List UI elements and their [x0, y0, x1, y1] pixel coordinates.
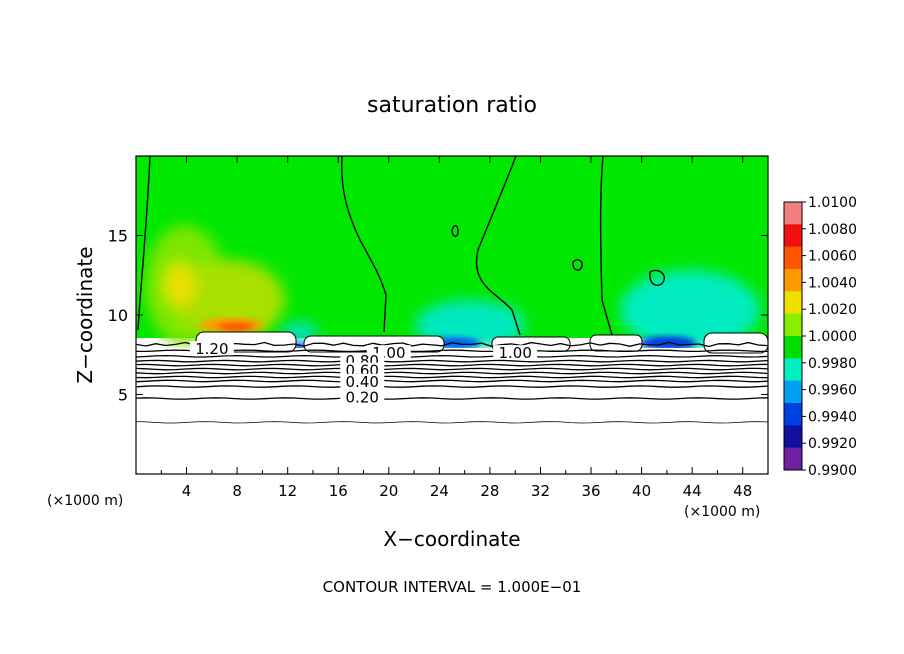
colorbar-swatch — [784, 425, 802, 449]
contour-label-bg — [340, 362, 385, 377]
colorbar-swatch — [784, 224, 802, 248]
x-tick-label: 28 — [480, 482, 499, 500]
x-unit-label: (×1000 m) — [684, 504, 760, 520]
contour-label-bg — [493, 345, 538, 360]
contour-label: 1.20 — [195, 340, 228, 358]
y-tick-label: 15 — [108, 227, 128, 246]
colorbar-swatch — [784, 358, 802, 382]
contour-line — [136, 354, 768, 358]
colorbar-swatch — [784, 291, 802, 315]
colorbar-swatch — [784, 313, 802, 337]
contour-line — [136, 341, 768, 348]
contour-label: 1.00 — [498, 344, 531, 362]
colorbar-swatch — [784, 447, 802, 471]
chart-title: saturation ratio — [367, 93, 537, 118]
x-axis-label: X−coordinate — [383, 527, 520, 551]
colorbar-label: 1.0020 — [808, 302, 857, 318]
colorbar-label: 0.9940 — [808, 409, 857, 425]
contour-label-bg — [340, 389, 385, 404]
x-tick-label: 48 — [733, 482, 752, 500]
contour-line — [136, 375, 768, 379]
colorbar-swatch — [784, 246, 802, 270]
colorbar-swatch — [784, 269, 802, 292]
warm-anomaly-region — [145, 225, 285, 345]
colorbar-swatch — [784, 336, 802, 359]
y-tick-label: 10 — [108, 306, 128, 325]
contour-line — [136, 363, 768, 367]
saturation-boundary-contours — [137, 156, 665, 336]
saturation-contour-lines — [136, 341, 768, 424]
contour-label-bg — [340, 373, 385, 388]
colorbar-swatch — [784, 380, 802, 404]
colorbar-swatch — [784, 202, 802, 225]
colorbar-label: 1.0100 — [808, 195, 857, 211]
contour-label-bg — [189, 341, 234, 356]
colorbar-label: 0.9900 — [808, 463, 857, 479]
x-tick-label: 44 — [683, 482, 702, 500]
contour-line — [136, 371, 768, 375]
contour-interval-note: CONTOUR INTERVAL = 1.000E−01 — [323, 578, 582, 596]
contour-line — [136, 397, 768, 400]
contour-line — [136, 359, 768, 363]
colorbar-label: 0.9960 — [808, 383, 857, 399]
contour-line — [136, 421, 768, 424]
colorbar: 1.0100 1.0080 1.0060 1.0040 1.0020 1.0000 0.99… — [783, 195, 857, 479]
colorbar-label: 1.0000 — [808, 329, 857, 345]
contour-label: 0.20 — [346, 389, 379, 407]
contour-labels: 1.20 1.00 1.000.800.600.400.20 — [189, 340, 538, 407]
colorbar-label: 1.0040 — [808, 275, 857, 291]
y-axis-label: Z−coordinate — [73, 246, 97, 383]
x-tick-label: 12 — [278, 482, 297, 500]
saturation-field — [136, 156, 768, 474]
colorbar-label: 0.9980 — [808, 356, 857, 372]
colorbar-swatch — [784, 403, 802, 426]
x-tick-label: 16 — [329, 482, 348, 500]
x-tick-label: 20 — [379, 482, 398, 500]
colorbar-label: 0.9920 — [808, 436, 857, 452]
y-tick-label: 5 — [118, 386, 128, 405]
x-tick-label: 32 — [531, 482, 550, 500]
contour-label: 0.40 — [346, 373, 379, 391]
colorbar-label: 1.0060 — [808, 249, 857, 265]
x-tick-label: 24 — [430, 482, 449, 500]
contour-line — [136, 349, 768, 353]
x-tick-label: 40 — [632, 482, 651, 500]
x-tick-label: 8 — [232, 482, 242, 500]
z-unit-label: (×1000 m) — [47, 493, 123, 509]
colorbar-label: 1.0080 — [808, 222, 857, 238]
contour-line — [136, 367, 768, 371]
x-tick-label: 36 — [581, 482, 600, 500]
contour-line — [136, 385, 768, 388]
x-tick-label: 4 — [182, 482, 192, 500]
contour-line — [136, 379, 768, 383]
